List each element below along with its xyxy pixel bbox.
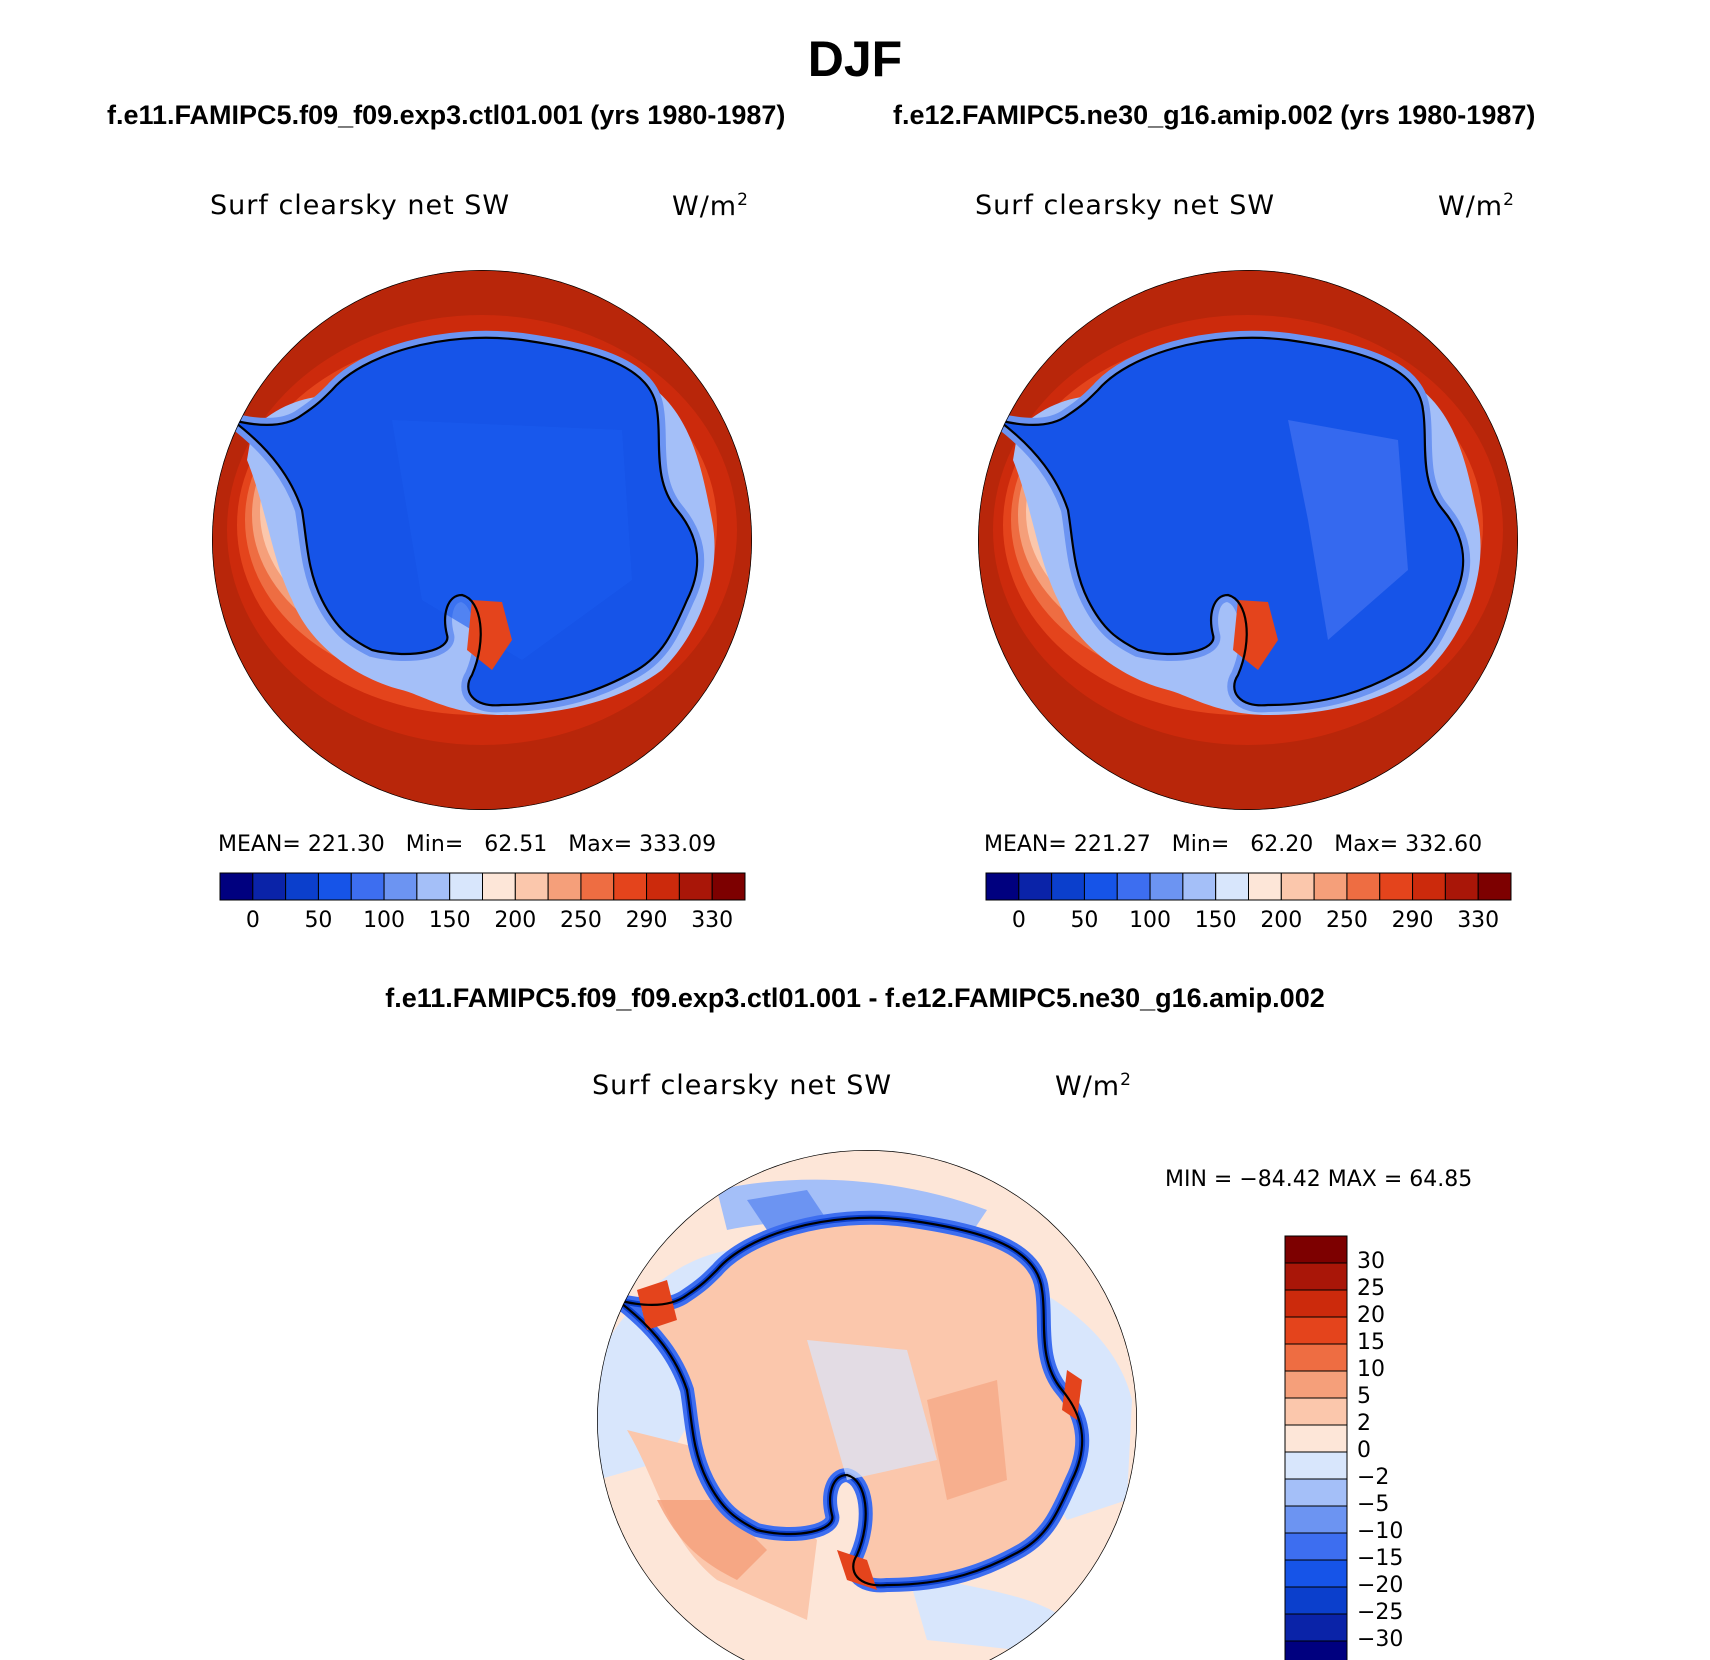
colorbar-tick-label: 100 <box>363 908 406 933</box>
colorbar-swatch <box>1284 1235 1348 1264</box>
colorbar-tick-label: −2 <box>1357 1465 1390 1490</box>
panel1-colorbar <box>219 872 746 901</box>
colorbar-tick-label: 330 <box>691 908 734 933</box>
colorbar-swatch <box>1116 872 1151 901</box>
colorbar-swatch <box>1284 1451 1348 1480</box>
colorbar-swatch <box>252 872 287 901</box>
colorbar-tick-label: 2 <box>1357 1411 1371 1436</box>
colorbar-swatch <box>1280 872 1315 901</box>
colorbar-swatch <box>1284 1559 1348 1588</box>
difference-colorbar <box>1284 1235 1348 1660</box>
colorbar-tick-label: 10 <box>1357 1357 1385 1382</box>
panel1-map <box>212 270 752 810</box>
colorbar-swatch <box>711 872 746 901</box>
panel1-case-title: f.e11.FAMIPC5.f09_f09.exp3.ctl01.001 (yr… <box>107 100 786 130</box>
colorbar-swatch <box>1018 872 1053 901</box>
panel2-stats: MEAN= 221.27 Min= 62.20 Max= 332.60 <box>984 832 1483 857</box>
colorbar-tick-label: 250 <box>1325 908 1368 933</box>
difference-map <box>597 1150 1137 1660</box>
colorbar-tick-label: 150 <box>428 908 471 933</box>
colorbar-tick-label: 20 <box>1357 1303 1385 1328</box>
panel2-variable-label: Surf clearsky net SW <box>975 190 1276 221</box>
colorbar-swatch <box>1083 872 1118 901</box>
colorbar-tick-label: 290 <box>1391 908 1434 933</box>
colorbar-tick-label: 150 <box>1194 908 1237 933</box>
colorbar-swatch <box>1284 1343 1348 1372</box>
colorbar-swatch <box>1284 1289 1348 1318</box>
colorbar-swatch <box>646 872 680 901</box>
colorbar-tick-label: −15 <box>1357 1546 1404 1571</box>
colorbar-swatch <box>1051 872 1085 901</box>
colorbar-swatch <box>1284 1424 1348 1453</box>
colorbar-swatch <box>678 872 713 901</box>
colorbar-swatch <box>219 872 254 901</box>
colorbar-tick-label: 200 <box>1260 908 1303 933</box>
colorbar-swatch <box>449 872 483 901</box>
colorbar-tick-label: 30 <box>1357 1249 1385 1274</box>
difference-title: f.e11.FAMIPC5.f09_f09.exp3.ctl01.001 - f… <box>385 983 1325 1013</box>
colorbar-swatch <box>1346 872 1381 901</box>
colorbar-swatch <box>1182 872 1217 901</box>
colorbar-tick-label: 0 <box>1011 908 1026 933</box>
colorbar-swatch <box>285 872 319 901</box>
colorbar-swatch <box>482 872 516 901</box>
colorbar-tick-label: −20 <box>1357 1573 1404 1598</box>
difference-minmax: MIN = −84.42 MAX = 64.85 <box>1165 1167 1473 1192</box>
colorbar-swatch <box>1149 872 1184 901</box>
colorbar-swatch <box>1284 1316 1348 1345</box>
colorbar-swatch <box>1284 1262 1348 1291</box>
panel2-units: W/m2 <box>1438 190 1515 222</box>
colorbar-swatch <box>1248 872 1282 901</box>
colorbar-tick-label: 0 <box>1357 1438 1371 1463</box>
panel2-map <box>978 270 1518 810</box>
colorbar-swatch <box>1284 1532 1348 1561</box>
colorbar-swatch <box>1215 872 1249 901</box>
panel1-stats: MEAN= 221.30 Min= 62.51 Max= 333.09 <box>218 832 717 857</box>
colorbar-swatch <box>580 872 615 901</box>
colorbar-tick-label: 50 <box>1070 908 1099 933</box>
colorbar-swatch <box>1477 872 1512 901</box>
difference-variable-label: Surf clearsky net SW <box>592 1070 893 1101</box>
colorbar-tick-label: 5 <box>1357 1384 1371 1409</box>
colorbar-swatch <box>416 872 451 901</box>
colorbar-swatch <box>1412 872 1446 901</box>
colorbar-swatch <box>1284 1613 1348 1642</box>
colorbar-tick-label: 290 <box>625 908 668 933</box>
colorbar-swatch <box>383 872 418 901</box>
colorbar-swatch <box>1444 872 1479 901</box>
colorbar-swatch <box>1284 1397 1348 1426</box>
panel2-case-title: f.e12.FAMIPC5.ne30_g16.amip.002 (yrs 198… <box>893 100 1536 130</box>
panel2-colorbar <box>985 872 1512 901</box>
colorbar-tick-label: −25 <box>1357 1600 1404 1625</box>
colorbar-swatch <box>1284 1640 1348 1660</box>
colorbar-swatch <box>1284 1370 1348 1399</box>
colorbar-swatch <box>1284 1478 1348 1507</box>
colorbar-tick-label: −30 <box>1357 1627 1404 1652</box>
colorbar-swatch <box>613 872 648 901</box>
colorbar-tick-label: 0 <box>245 908 260 933</box>
colorbar-swatch <box>350 872 385 901</box>
colorbar-tick-label: 200 <box>494 908 537 933</box>
colorbar-swatch <box>1313 872 1348 901</box>
colorbar-tick-label: 250 <box>559 908 602 933</box>
colorbar-tick-label: −5 <box>1357 1492 1390 1517</box>
colorbar-swatch <box>514 872 549 901</box>
colorbar-swatch <box>985 872 1020 901</box>
colorbar-tick-label: −10 <box>1357 1519 1404 1544</box>
colorbar-tick-label: 330 <box>1457 908 1500 933</box>
colorbar-swatch <box>547 872 582 901</box>
panel1-variable-label: Surf clearsky net SW <box>210 190 511 221</box>
difference-units: W/m2 <box>1055 1070 1132 1102</box>
colorbar-swatch <box>1284 1586 1348 1615</box>
main-title: DJF <box>807 31 903 87</box>
colorbar-tick-label: 25 <box>1357 1276 1385 1301</box>
colorbar-tick-label: 50 <box>304 908 333 933</box>
colorbar-tick-label: 15 <box>1357 1330 1385 1355</box>
colorbar-swatch <box>1284 1505 1348 1534</box>
panel1-units: W/m2 <box>672 190 749 222</box>
colorbar-tick-label: 100 <box>1129 908 1172 933</box>
colorbar-swatch <box>317 872 352 901</box>
colorbar-swatch <box>1379 872 1414 901</box>
